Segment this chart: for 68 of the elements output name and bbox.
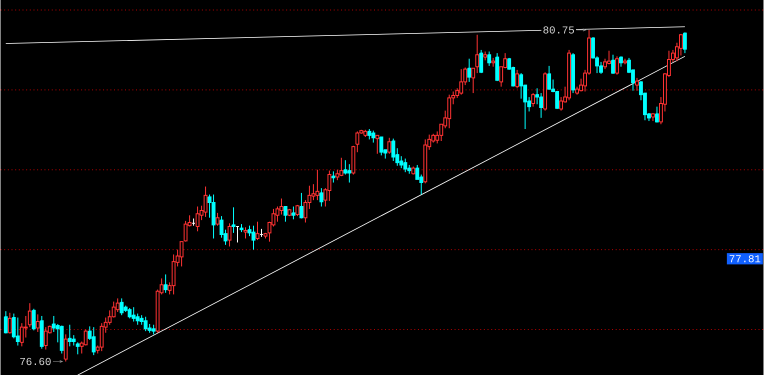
candlestick [487,50,492,66]
candlestick [120,298,124,316]
candlestick [76,342,80,355]
candlestick [212,194,216,239]
candlestick [44,326,48,350]
candlestick [144,316,148,332]
candlestick [16,316,20,346]
candlestick [367,128,372,140]
candlestick [319,187,324,207]
candlestick [607,50,611,65]
candlestick [519,72,524,99]
candlestick [547,65,552,90]
candlestick [479,49,484,74]
candlestick [635,77,639,91]
candlestick [92,326,96,356]
candlestick [68,324,72,347]
candlestick [347,163,352,183]
candlestick [164,274,168,294]
candlestick [4,310,8,334]
candlestick [339,157,344,176]
candlestick [32,308,36,331]
candlestick [72,334,76,346]
candlestick [252,224,256,250]
candlestick [335,169,340,180]
candlestick [204,186,208,218]
candlestick [299,192,304,219]
candlestick [447,94,452,128]
candlestick [20,322,24,347]
candlestick [216,212,220,226]
candlestick [615,56,619,75]
candlestick [315,169,320,200]
candlestick [232,206,236,234]
candlestick [559,96,564,111]
candlestick [375,134,380,154]
annotation: 80.75 [543,26,574,34]
candlestick [284,206,288,222]
candlestick [196,206,200,232]
candlestick [459,68,464,95]
candlestick [132,306,136,322]
candlestick [403,158,408,172]
candlestick [655,106,659,123]
candlestick [60,324,64,354]
candlestick [228,222,232,247]
candlestick [128,307,132,319]
candlestick [391,138,396,162]
candlestick [539,92,544,118]
candlestick [515,69,520,89]
candlestick [495,52,500,82]
candlestick [531,92,536,107]
candlestick [244,226,248,239]
candlestick [8,312,12,334]
candlestick [331,170,336,183]
candlestick [611,54,615,74]
candlestick [52,315,56,332]
candlestick [256,220,260,240]
candlestick [236,226,240,243]
candlestick [292,206,296,220]
candlestick [64,334,68,362]
candlestick [84,328,88,346]
candlestick [172,254,176,295]
candlestick [36,314,40,332]
candlestick [379,136,384,156]
candlestick [682,32,687,54]
candlestick [415,164,420,180]
text: 77.81 [730,254,760,262]
annotation: 76.60 [20,358,51,365]
candlestick [152,324,156,335]
candlestick [371,130,376,143]
